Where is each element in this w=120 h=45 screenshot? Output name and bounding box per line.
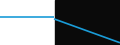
Bar — [0, 0, 55, 45]
Bar — [55, 0, 120, 45]
